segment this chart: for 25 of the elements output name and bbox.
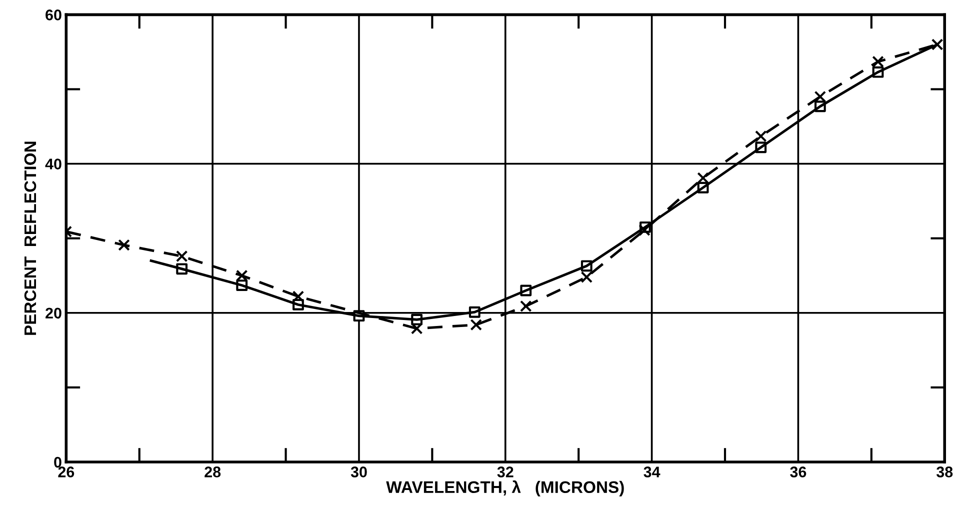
x-tick-label: 38: [936, 466, 953, 478]
y-tick-label: 0: [54, 456, 62, 468]
point: [520, 300, 532, 312]
point: [176, 250, 188, 262]
point: [580, 271, 593, 283]
point: [638, 224, 650, 236]
x-tick-label: 34: [644, 466, 660, 478]
x-axis-title: WAVELENGTH, λ (MICRONS): [386, 480, 624, 496]
point: [872, 56, 884, 68]
x-tick-label: 26: [58, 466, 74, 478]
y-tick-label: 20: [46, 308, 62, 319]
x-tick-label: 32: [497, 466, 514, 478]
x-tick-label: 28: [204, 466, 221, 478]
y-axis-title: PERCENT REFLECTION: [24, 142, 36, 335]
y-tick-label: 40: [45, 158, 62, 170]
y-tick-label: 60: [46, 10, 62, 20]
point: [292, 290, 304, 302]
point: [410, 322, 423, 334]
point: [931, 38, 944, 50]
point: [697, 172, 709, 184]
x-tick-label: 36: [790, 466, 806, 478]
point: [118, 239, 130, 251]
point: [754, 130, 767, 142]
x-tick-label: 30: [350, 466, 367, 478]
point: [470, 318, 482, 331]
